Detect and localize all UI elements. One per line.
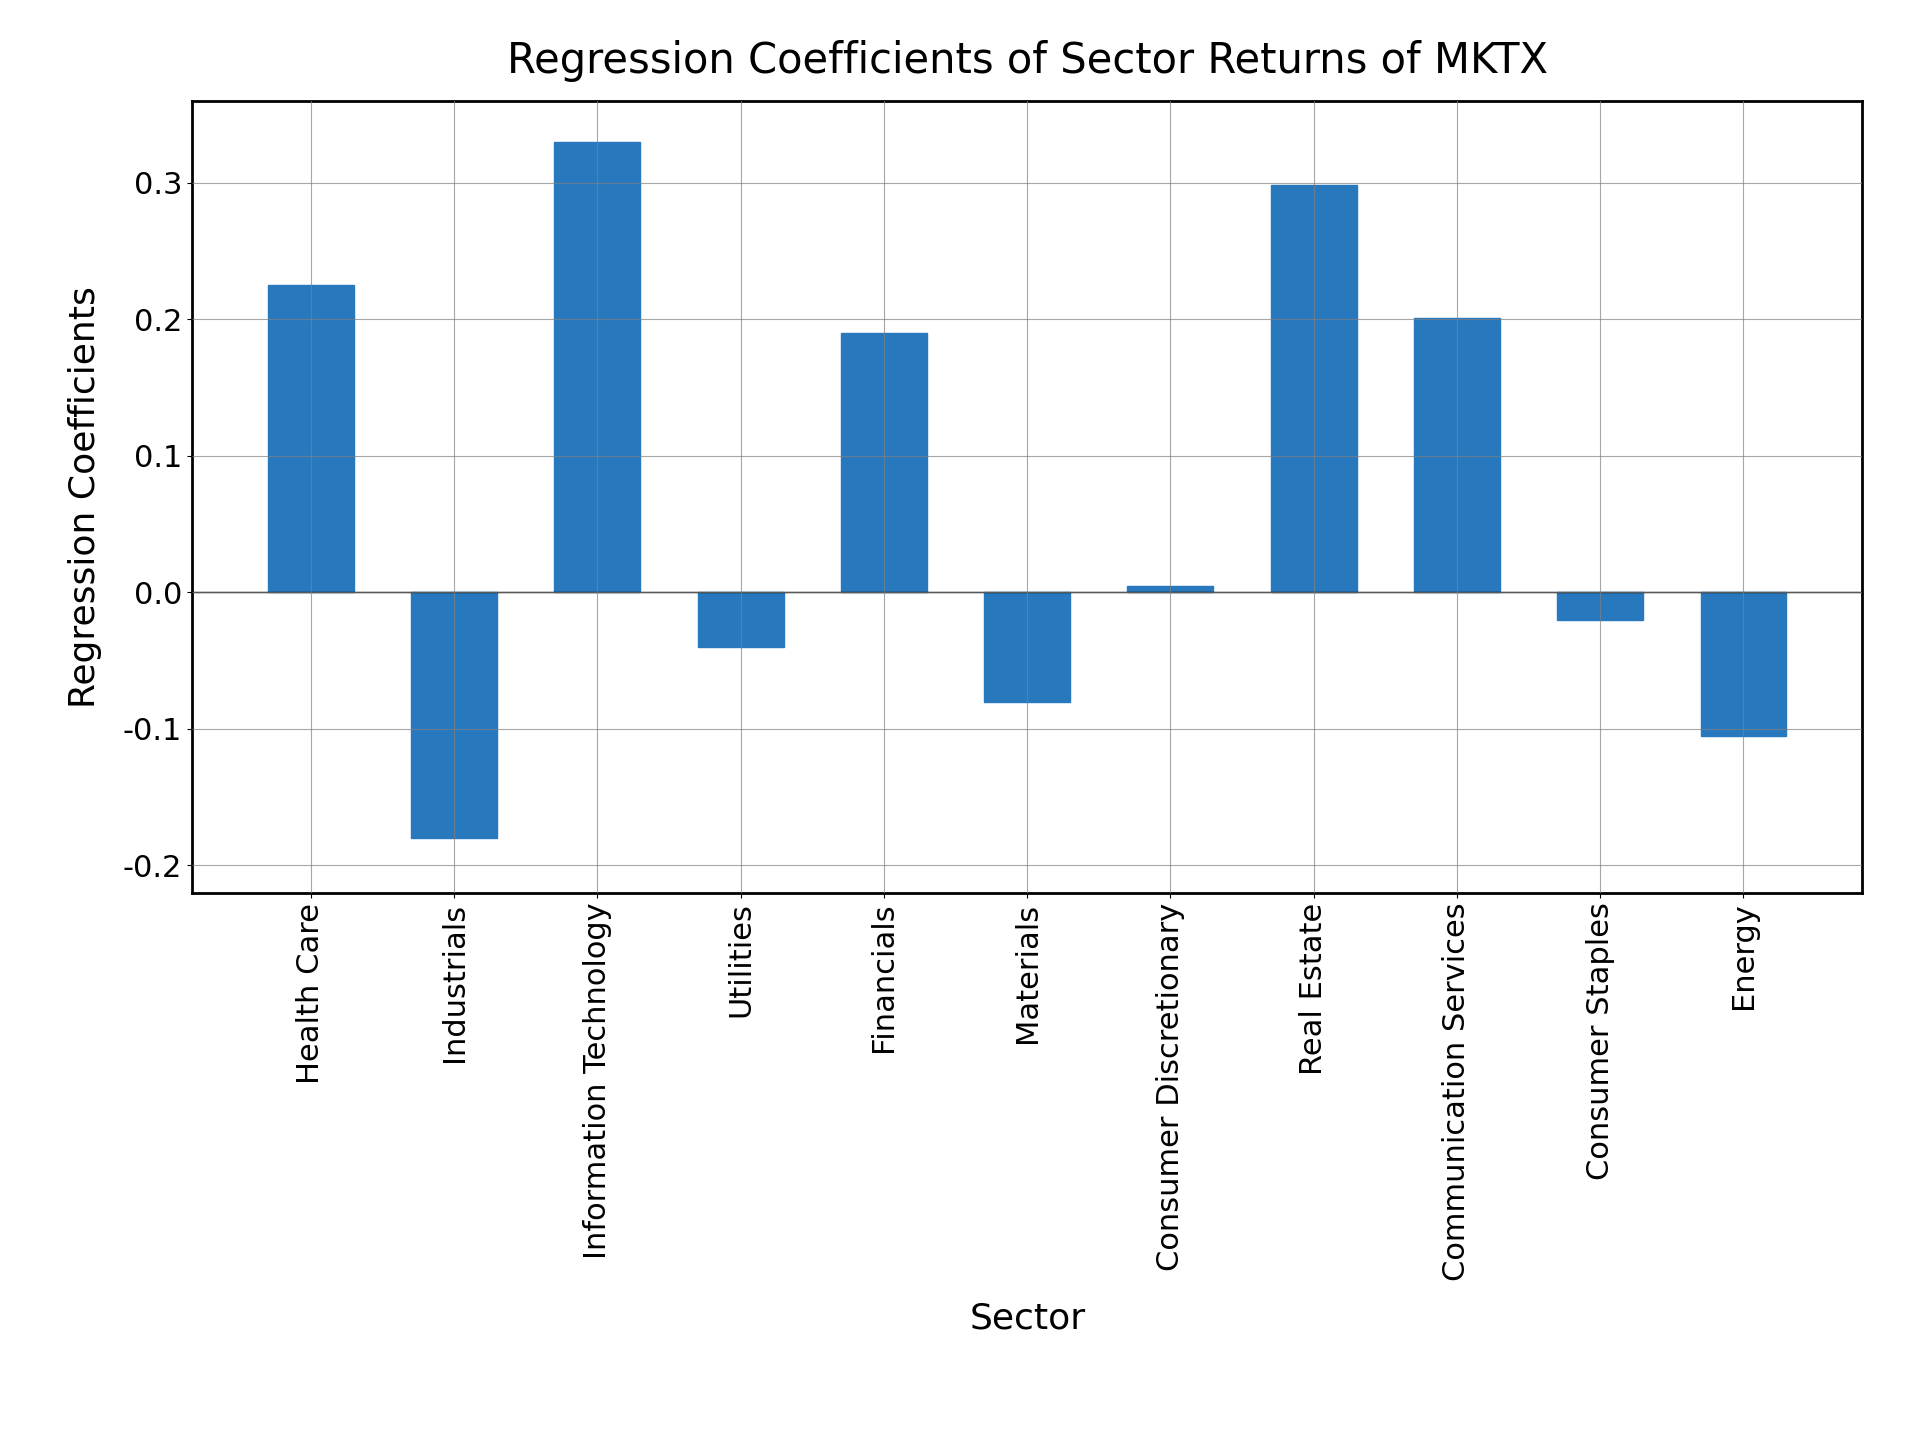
Bar — [269, 285, 353, 592]
Bar — [411, 592, 497, 838]
Bar — [1127, 586, 1213, 592]
Bar — [1413, 318, 1500, 592]
Y-axis label: Regression Coefficients: Regression Coefficients — [67, 287, 102, 707]
Bar — [1271, 186, 1357, 592]
Title: Regression Coefficients of Sector Returns of MKTX: Regression Coefficients of Sector Return… — [507, 40, 1548, 82]
Bar — [697, 592, 783, 647]
Bar — [1701, 592, 1786, 736]
Bar — [1557, 592, 1644, 619]
Bar — [555, 141, 641, 592]
X-axis label: Sector: Sector — [970, 1302, 1085, 1336]
Bar — [841, 333, 927, 592]
Bar — [985, 592, 1069, 701]
